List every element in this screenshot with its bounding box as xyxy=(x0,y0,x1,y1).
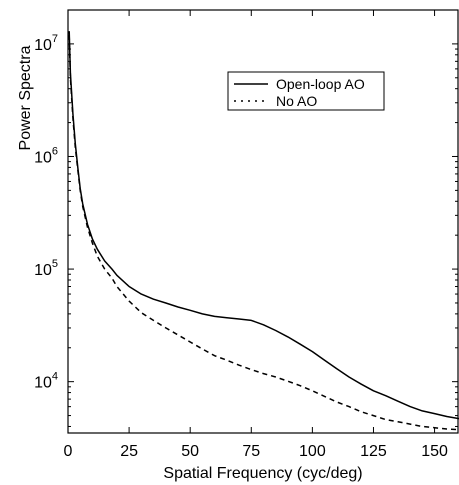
y-axis-ticks: 104 105 106 107 xyxy=(34,9,458,427)
x-tick-label: 100 xyxy=(299,443,326,460)
y-tick-label: 105 xyxy=(34,258,58,279)
x-tick-label: 0 xyxy=(64,443,73,460)
x-tick-label: 25 xyxy=(120,443,138,460)
x-tick-label: 150 xyxy=(421,443,448,460)
plot-border xyxy=(67,9,459,434)
y-tick-label: 106 xyxy=(34,145,58,166)
y-tick-label: 107 xyxy=(34,33,58,54)
y-tick-label: 104 xyxy=(34,371,58,392)
x-tick-label: 50 xyxy=(181,443,199,460)
plot-frame xyxy=(67,9,459,434)
legend: Open-loop AO No AO xyxy=(227,71,385,111)
x-tick-label: 75 xyxy=(242,443,260,460)
series-line-no-ao xyxy=(68,34,459,431)
x-tick-label: 125 xyxy=(360,443,387,460)
series-layer xyxy=(68,31,459,431)
y-axis-label: Power Spectra xyxy=(17,45,34,150)
legend-box xyxy=(227,71,385,111)
x-axis-label: Spatial Frequency (cyc/deg) xyxy=(163,465,362,482)
legend-label-no-ao: No AO xyxy=(276,93,317,109)
legend-label-open-loop-ao: Open-loop AO xyxy=(276,76,365,92)
